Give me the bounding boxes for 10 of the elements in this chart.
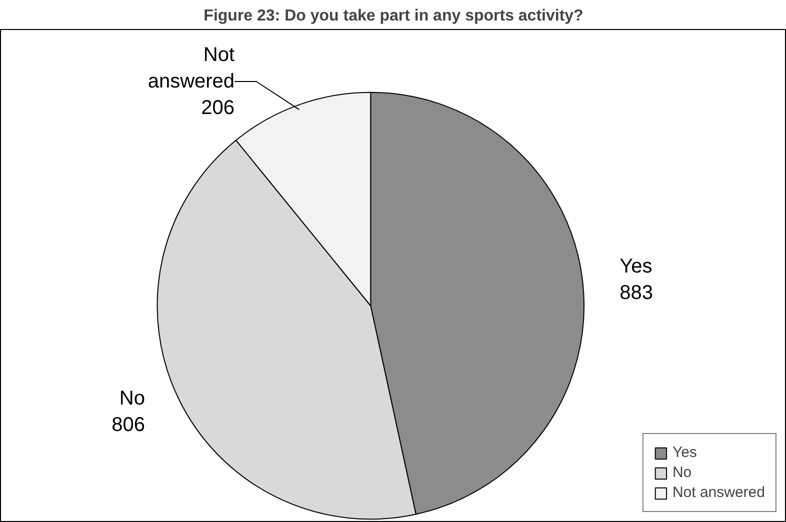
slice-label: Not answered (148, 44, 235, 92)
data-label: 206 (201, 96, 235, 119)
slice-label: Yes (620, 255, 652, 278)
slice-label: No (119, 388, 146, 410)
legend-label: Yes (672, 444, 697, 461)
data-label: 806 (112, 414, 146, 436)
chart-title: Figure 23: Do you take part in any sports activity? (204, 8, 584, 24)
legend-label: Not answered (672, 484, 765, 501)
legend-label: No (672, 464, 692, 481)
data-label: 883 (620, 282, 653, 304)
